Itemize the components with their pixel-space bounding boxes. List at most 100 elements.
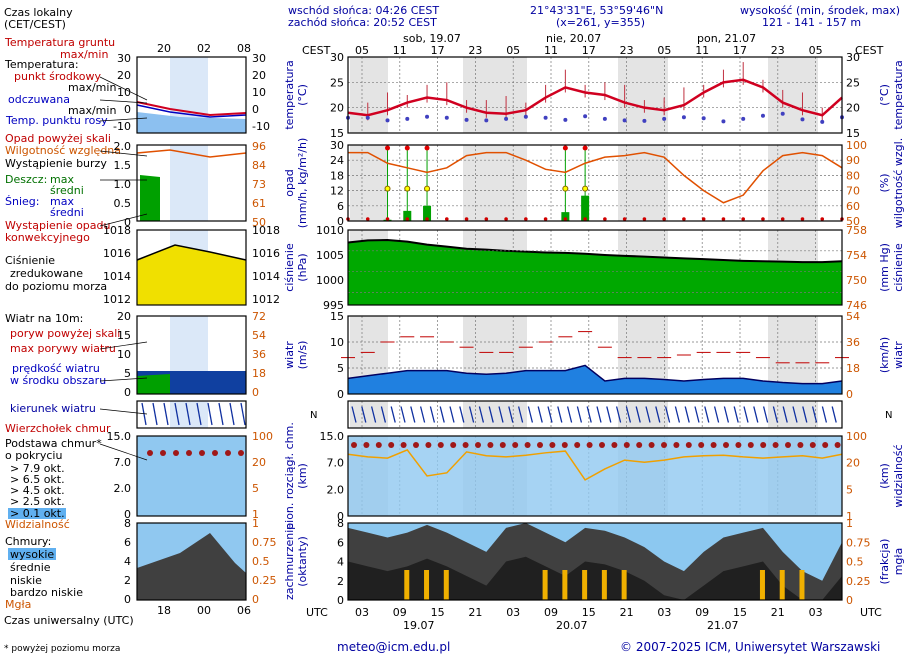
cloud-top-dot (747, 442, 754, 448)
fog-bar (582, 570, 588, 600)
cloud-left-tick: 15.0 (320, 430, 345, 443)
contact-email[interactable]: meteo@icm.edu.pl (337, 640, 450, 654)
cover-right-tick: 0.5 (846, 556, 864, 569)
cloud-top-dot (809, 442, 816, 448)
legend-label: Śnieg: (5, 195, 39, 208)
legend-precip-tick: 2.0 (114, 140, 132, 153)
dew-point-dot (405, 116, 410, 121)
footer: Czas uniwersalny (UTC) * powyżej poziomu… (4, 614, 880, 654)
wind-arrow (733, 406, 739, 423)
legend-label: Wilgotność względna (5, 144, 121, 157)
precip-zero-dot (405, 217, 410, 221)
cloud-top-dot (437, 442, 444, 448)
utc-label: Czas uniwersalny (UTC) (4, 614, 134, 627)
wind-arrow (547, 406, 553, 423)
wind-left-tick: 0 (337, 388, 344, 401)
legend-tick-02: 02 (197, 42, 211, 55)
cloud-top-dot (462, 442, 469, 448)
legend-connector (99, 377, 148, 382)
wind-arrow (370, 406, 377, 423)
legend-pressure-rtick: 1014 (252, 270, 280, 283)
legend-utc-tick: 00 (197, 604, 211, 617)
bottom-utc-right: UTC (860, 606, 882, 619)
legend-pressure-tick: 1018 (103, 224, 131, 237)
grid-point-text: (x=261, y=355) (556, 16, 645, 29)
legend-dew-area (137, 112, 246, 133)
cloud-top-dot (512, 442, 519, 448)
panel-frame (347, 144, 843, 222)
pressure-left-tick: 1005 (316, 249, 344, 262)
legend-label: Deszcz: (5, 173, 47, 186)
precip-above-scale-dot (404, 145, 410, 151)
wind-arrow (527, 406, 534, 423)
night-band (350, 145, 388, 221)
precip-right-tick: 60 (846, 200, 860, 213)
precip-right-tick: 90 (846, 154, 860, 167)
legend-label: średni (50, 184, 84, 197)
visibility-line (347, 448, 843, 481)
legend-local-time-zone: (CET/CEST) (4, 18, 66, 31)
legend-wind-arrow (240, 402, 246, 426)
pressure-left-tick: 1000 (316, 274, 344, 287)
legend-high-highlight (8, 548, 56, 560)
temp-right-tick: 25 (846, 76, 860, 89)
cloud-top-dot (797, 442, 804, 448)
legend-precip-tick: 0.5 (114, 197, 132, 210)
night-band (768, 145, 818, 221)
top-hour: 17 (431, 44, 445, 57)
legend-precip-tick: 0 (124, 216, 131, 229)
legend-cover-rtick: 0.25 (252, 574, 277, 587)
legend-pressure-rtick: 1018 (252, 224, 280, 237)
legend-cloud-tick: 2.0 (114, 482, 132, 495)
dew-point-dot (365, 115, 370, 120)
legend-temp-tick: 30 (117, 52, 131, 65)
precip-left-unit: (mm/h, kg/m²/h) (296, 138, 309, 229)
precip-left-tick: 18 (330, 169, 344, 182)
legend-label: Wierzchołek chmur (5, 422, 111, 435)
legend-connector (99, 117, 148, 122)
top-hour: 23 (620, 44, 634, 57)
precip-right-tick: 80 (846, 169, 860, 182)
wind-right-tick: 36 (846, 336, 860, 349)
night-band (768, 401, 818, 428)
legend-cover-rtick: 0.75 (252, 536, 277, 549)
night-band (350, 401, 388, 428)
cover-left-tick: 8 (337, 517, 344, 530)
cloud-top-dot (673, 442, 680, 448)
legend-label: max/min (68, 81, 116, 94)
legend-cover-rtick: 0 (252, 593, 259, 606)
cloud-left-title: pion. rozciągł. chm. (283, 422, 296, 530)
pressure-right-title: ciśnienie (892, 243, 905, 292)
legend-cloud-top-dot (173, 450, 179, 456)
legend-frame (136, 229, 247, 306)
legend-frame (136, 400, 247, 429)
pressure-right-tick: 754 (846, 249, 867, 262)
cloud-right-title: widzialność (892, 444, 905, 507)
legend-pressure-rtick: 1012 (252, 293, 280, 306)
precip-zero-dot (761, 217, 765, 221)
wind-left-tick: 15 (330, 310, 344, 323)
dew-point-dot (444, 115, 449, 120)
legend-label: w środku obszaru (10, 374, 106, 387)
wind-arrow (459, 406, 465, 423)
bottom-hour: 09 (544, 606, 558, 619)
cover-right-tick: 0.25 (846, 575, 871, 588)
day-label: nie, 20.07 (546, 32, 601, 45)
legend-label: > 2.5 okt. (10, 495, 65, 508)
legend-labels: Temperatura gruntumax/minTemperatura:pun… (4, 36, 280, 617)
bottom-hour: 21 (620, 606, 634, 619)
wind-arrow (664, 406, 671, 423)
wind-arrow (802, 406, 808, 423)
panel-frame (347, 315, 843, 395)
legend-temp-rtick: 10 (252, 86, 266, 99)
legend-cloud-rtick: 100 (252, 430, 273, 443)
cloud-top-dot (685, 442, 692, 448)
precip-zero-dot (464, 217, 469, 221)
legend-wind-rtick: 72 (252, 310, 266, 323)
legend-cloud-top-dot (225, 450, 231, 456)
cloud-top-dot (760, 442, 767, 448)
legend-label: max porywy wiatru (10, 342, 116, 355)
wind-arrow (625, 406, 632, 423)
elevation-values: 121 - 141 - 157 m (762, 16, 861, 29)
precip-zero-dot (365, 217, 370, 221)
